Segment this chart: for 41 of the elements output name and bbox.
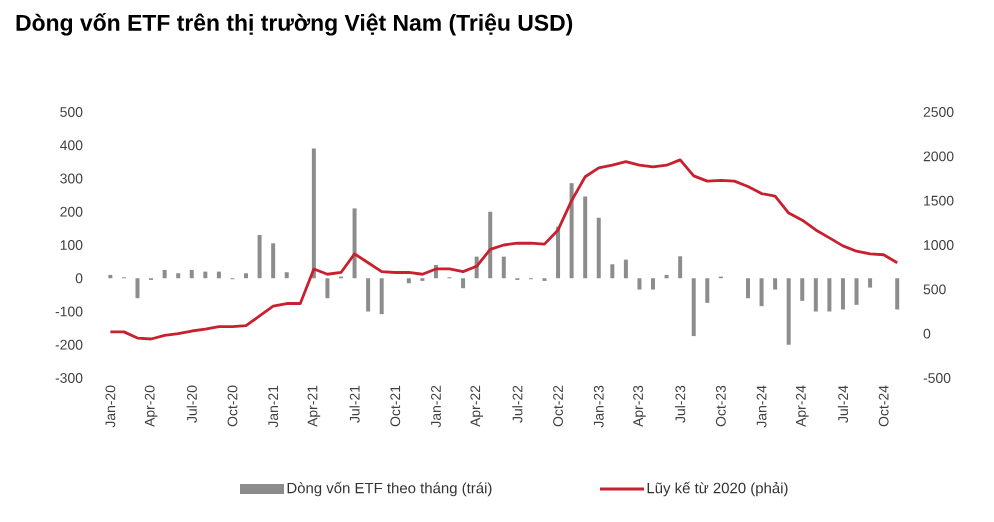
bar xyxy=(284,272,289,279)
bar xyxy=(406,278,411,284)
line-series xyxy=(108,158,899,341)
bar xyxy=(271,243,276,279)
chart-title: Dòng vốn ETF trên thị trường Việt Nam (Triệu USD) xyxy=(16,13,573,36)
bar xyxy=(189,269,194,279)
bar xyxy=(135,278,140,299)
bar xyxy=(759,278,764,307)
bar xyxy=(786,278,791,345)
bar xyxy=(556,226,561,279)
bar xyxy=(257,235,262,279)
bar xyxy=(569,183,574,279)
bar xyxy=(325,278,330,299)
bar xyxy=(745,278,750,299)
bar xyxy=(596,217,601,279)
bar xyxy=(854,278,859,305)
bar xyxy=(176,273,181,279)
bar xyxy=(311,148,316,279)
bar xyxy=(488,211,493,279)
bar xyxy=(610,264,615,279)
bar xyxy=(366,278,371,312)
bar xyxy=(773,278,778,290)
bar xyxy=(461,278,466,289)
bar xyxy=(583,196,588,279)
bar xyxy=(379,278,384,315)
bar xyxy=(705,278,710,303)
bar xyxy=(813,278,818,312)
bar xyxy=(800,278,805,301)
bar xyxy=(691,278,696,337)
bar xyxy=(244,273,249,279)
bar xyxy=(895,278,900,310)
bar xyxy=(827,278,832,312)
bar xyxy=(651,278,656,290)
bar xyxy=(352,208,357,279)
bar xyxy=(623,259,628,279)
bar xyxy=(637,278,642,290)
bar xyxy=(162,269,167,279)
bar xyxy=(868,278,873,288)
bar xyxy=(678,256,683,279)
bar xyxy=(501,256,506,279)
bar xyxy=(840,278,845,310)
